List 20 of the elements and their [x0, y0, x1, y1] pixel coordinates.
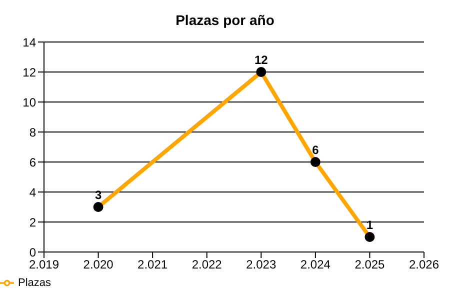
x-tick-label: 2.022 [192, 258, 222, 272]
y-tick-label: 8 [29, 125, 36, 140]
x-tick-label: 2.020 [83, 258, 114, 272]
x-tick-label: 2.019 [28, 258, 60, 272]
data-label: 12 [254, 53, 268, 67]
y-tick-label: 2 [29, 215, 36, 230]
y-tick-label: 12 [22, 65, 36, 80]
x-tick-label: 2.025 [354, 258, 386, 272]
y-tick-label: 4 [29, 185, 36, 200]
y-tick-label: 10 [22, 95, 36, 110]
x-tick-label: 2.021 [138, 258, 168, 272]
y-tick-label: 0 [29, 245, 36, 260]
x-tick-label: 2.024 [300, 258, 331, 272]
y-tick-label: 14 [22, 35, 36, 50]
x-tick-label: 2.023 [246, 258, 276, 272]
chart-title: Plazas por año [174, 11, 276, 30]
legend-label: Plazas [18, 276, 52, 289]
data-label: 6 [312, 143, 320, 157]
x-tick-label: 2.026 [408, 258, 440, 272]
y-tick-label: 6 [29, 155, 36, 170]
